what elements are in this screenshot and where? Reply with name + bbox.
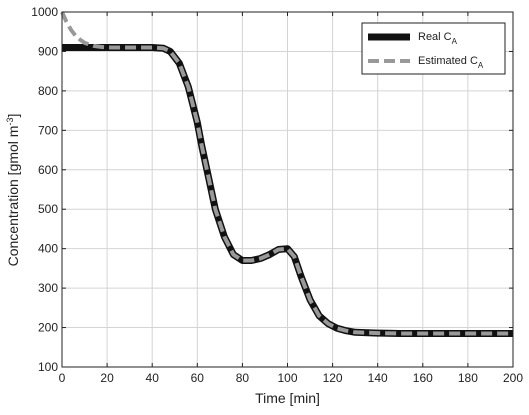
y-tick-label: 1000	[31, 5, 58, 19]
x-tick-label: 100	[277, 371, 297, 385]
y-axis-label-main: Concentration [gmol m	[5, 126, 21, 267]
legend-box	[361, 22, 506, 75]
x-tick-label: 160	[413, 371, 433, 385]
y-axis-label-end: ]	[5, 114, 21, 118]
legend-label-estimated: Estimated CA	[418, 55, 484, 70]
y-axis-label-exponent: -3	[5, 118, 15, 126]
y-tick-label: 100	[38, 360, 58, 374]
legend: Real CA Estimated CA	[361, 22, 506, 75]
y-axis-label: Concentration [gmol m-3]	[5, 114, 21, 267]
y-tick-label: 500	[38, 202, 58, 216]
x-tick-label: 80	[236, 371, 250, 385]
series-line-estimated	[60, 11, 513, 336]
y-tick-labels: 100 200 300 400 500 600 700 800 900 1000	[31, 5, 58, 374]
x-tick-labels: 0 20 40 60 80 100 120 140 160 180 200	[59, 371, 524, 385]
x-tick-label: 40	[146, 371, 160, 385]
legend-label-estimated-sub: A	[478, 61, 484, 70]
y-tick-label: 300	[38, 281, 58, 295]
x-tick-label: 120	[323, 371, 343, 385]
x-tick-label: 0	[59, 371, 66, 385]
tick-marks	[61, 11, 514, 368]
y-tick-label: 900	[38, 44, 58, 58]
series-lines	[60, 11, 513, 337]
y-tick-label: 200	[38, 321, 58, 335]
x-tick-label: 140	[368, 371, 388, 385]
x-tick-label: 20	[100, 371, 114, 385]
legend-label-estimated-main: Estimated C	[418, 55, 478, 67]
y-tick-label: 400	[38, 242, 58, 256]
legend-label-real: Real CA	[418, 31, 458, 46]
x-tick-label: 180	[458, 371, 478, 385]
x-axis-label: Time [min]	[255, 390, 320, 406]
y-tick-label: 800	[38, 84, 58, 98]
legend-label-real-sub: A	[452, 37, 458, 46]
y-tick-label: 600	[38, 163, 58, 177]
x-tick-label: 200	[503, 371, 523, 385]
y-tick-label: 700	[38, 123, 58, 137]
x-tick-label: 60	[191, 371, 205, 385]
legend-label-real-main: Real C	[418, 31, 452, 43]
